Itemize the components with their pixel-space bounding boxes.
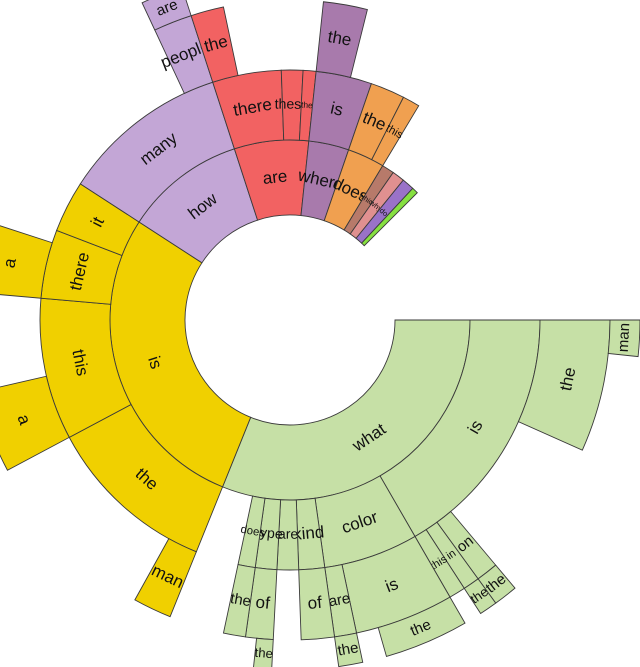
label-what0-are3: are (278, 526, 299, 542)
label-what0-type4-of0: of (255, 593, 271, 613)
label-are3-the2: the (301, 99, 314, 110)
segment-is1-there2-a0[interactable] (0, 221, 53, 299)
segment-other9[interactable] (360, 187, 418, 247)
segment-what0-does5-the0[interactable] (222, 564, 256, 638)
label-what0-type4-of0-the0: the (254, 645, 273, 661)
segment-what0-type4-of0-the0[interactable] (253, 637, 274, 667)
segment-are3-there0-the0[interactable] (190, 6, 239, 83)
label-what0-color1-is0-the0: the (408, 616, 434, 640)
label-are3-these1: these (275, 96, 310, 112)
label-is1: is (144, 354, 166, 371)
label-is1-there2-a0: a (0, 256, 20, 270)
segment-where4-is0-the0[interactable] (315, 1, 368, 78)
label-what0-does5: does (240, 524, 267, 540)
label-what0-color1-are1: are (327, 591, 351, 610)
segment-what0-is0-the0[interactable] (517, 319, 611, 451)
segment-is1-this1-a0[interactable] (0, 375, 70, 471)
label-what0-kind2-of0: of (307, 593, 323, 613)
segment-what0-color1-is0-the0[interactable] (377, 596, 466, 657)
label-what0-kind2: kind (292, 522, 325, 544)
label-what0-color1-are1-the0: the (336, 639, 359, 659)
label-are3: are (262, 167, 288, 188)
label-is1-this1: this (68, 348, 92, 378)
label-what0-type4: type (255, 523, 283, 541)
label-where4-is0: is (329, 99, 345, 120)
segment-is1-the0-man0[interactable] (134, 538, 197, 618)
label-what0-does5-the0: the (229, 591, 252, 610)
label-where4-is0-the0: the (326, 27, 353, 50)
label-what0-is0-the0: the (556, 366, 580, 393)
label-what0-is0-the0-man0: man (615, 322, 634, 352)
